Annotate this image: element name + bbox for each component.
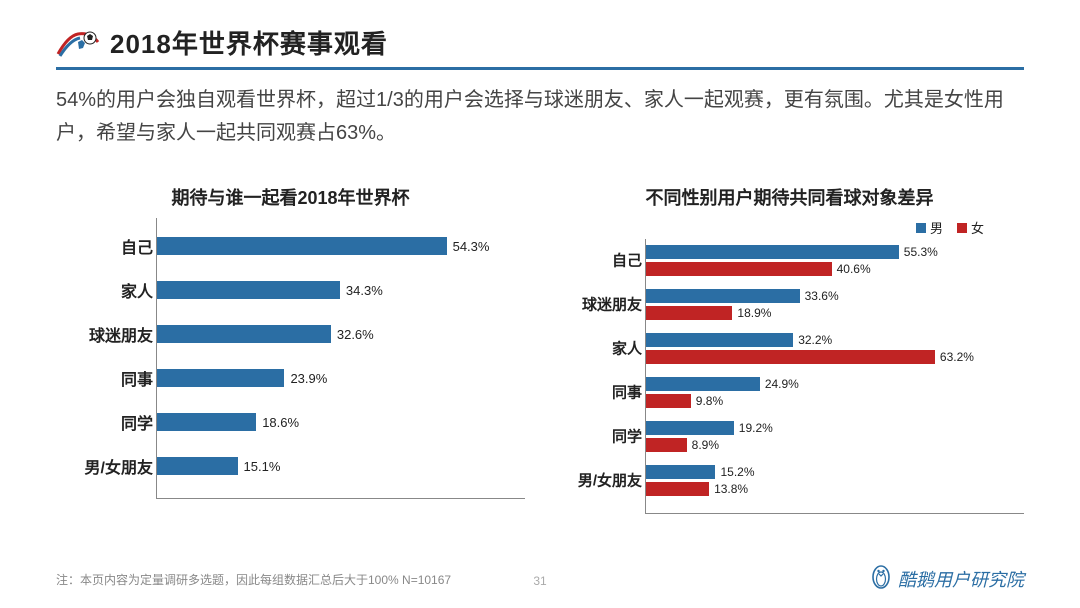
brand: 酷鹅用户研究院: [870, 563, 1024, 594]
chart1-row: 家人34.3%: [157, 268, 525, 312]
chart1-value: 23.9%: [290, 371, 327, 386]
chart1-value: 54.3%: [453, 239, 490, 254]
chart1-row: 同事23.9%: [157, 356, 525, 400]
chart2-bar-row: 32.2%: [646, 331, 1024, 348]
chart2-value: 32.2%: [798, 333, 832, 347]
chart2-category: 同事: [556, 382, 642, 403]
chart2-value: 8.9%: [692, 438, 719, 452]
chart2-bar-row: 13.8%: [646, 480, 1024, 497]
chart2-bar-female: [646, 262, 832, 276]
chart2-bar-male: [646, 245, 899, 259]
chart1-category: 球迷朋友: [57, 322, 153, 346]
chart2-group: 球迷朋友33.6%18.9%: [646, 287, 1024, 321]
chart2-bar-female: [646, 350, 935, 364]
header: 2018年世界杯赛事观看: [56, 24, 1024, 70]
chart2-bar-female: [646, 482, 709, 496]
chart2-bar-row: 63.2%: [646, 348, 1024, 365]
chart1-category: 家人: [57, 278, 153, 302]
chart2-group: 家人32.2%63.2%: [646, 331, 1024, 365]
chart2-group: 同事24.9%9.8%: [646, 375, 1024, 409]
chart2-bar-row: 8.9%: [646, 436, 1024, 453]
penguin-icon: [870, 563, 892, 594]
chart1-title: 期待与谁一起看2018年世界杯: [56, 184, 525, 210]
chart2-bar-male: [646, 465, 715, 479]
chart2-group: 自己55.3%40.6%: [646, 243, 1024, 277]
chart2-value: 55.3%: [904, 245, 938, 259]
chart2-value: 40.6%: [837, 262, 871, 276]
chart1-row: 同学18.6%: [157, 400, 525, 444]
chart1-category: 自己: [57, 234, 153, 258]
slide: 2018年世界杯赛事观看 54%的用户会独自观看世界杯，超过1/3的用户会选择与…: [0, 0, 1080, 608]
chart1-value: 18.6%: [262, 415, 299, 430]
chart1-category: 同事: [57, 366, 153, 390]
chart1-bar: [157, 369, 284, 387]
legend-female: 女: [957, 218, 984, 237]
chart1-value: 32.6%: [337, 327, 374, 342]
chart1-row: 自己54.3%: [157, 224, 525, 268]
chart2-value: 18.9%: [737, 306, 771, 320]
page-number: 31: [533, 574, 546, 588]
chart2-bar-row: 15.2%: [646, 463, 1024, 480]
chart2-bar-female: [646, 438, 687, 452]
chart2-title: 不同性别用户期待共同看球对象差异: [555, 184, 1024, 210]
chart2-category: 同学: [556, 426, 642, 447]
chart2-bar-row: 19.2%: [646, 419, 1024, 436]
page-title: 2018年世界杯赛事观看: [110, 24, 388, 61]
chart2-area: 自己 55.3% 40.6% 球迷朋友 33.6% 18.9% 家人 32.2% 63.2% 同事…: [555, 239, 1024, 514]
chart2-bar-male: [646, 377, 760, 391]
chart1-category: 同学: [57, 410, 153, 434]
chart2-bar-male: [646, 333, 793, 347]
chart2-bar-female: [646, 394, 691, 408]
chart-left: 期待与谁一起看2018年世界杯 自己54.3%家人34.3%球迷朋友32.6%同…: [56, 184, 525, 514]
chart2-value: 19.2%: [739, 421, 773, 435]
soccer-logo-icon: [56, 28, 100, 58]
legend-male: 男: [916, 218, 943, 237]
chart2-category: 家人: [556, 338, 642, 359]
brand-text: 酷鹅用户研究院: [898, 566, 1024, 592]
chart1-bar: [157, 457, 238, 475]
legend-male-label: 男: [930, 218, 943, 237]
chart2-value: 13.8%: [714, 482, 748, 496]
charts-row: 期待与谁一起看2018年世界杯 自己54.3%家人34.3%球迷朋友32.6%同…: [56, 184, 1024, 514]
subtitle-text: 54%的用户会独自观看世界杯，超过1/3的用户会选择与球迷朋友、家人一起观赛，更…: [56, 84, 1024, 150]
chart2-value: 15.2%: [720, 465, 754, 479]
chart1-bar: [157, 281, 340, 299]
chart2-bar-row: 40.6%: [646, 260, 1024, 277]
footnote: 注：本页内容为定量调研多选题，因此每组数据汇总后大于100% N=10167: [56, 571, 451, 588]
chart2-bar-male: [646, 421, 734, 435]
chart-right: 不同性别用户期待共同看球对象差异 男 女 自己 55.3% 40.6% 球迷朋友 33.…: [555, 184, 1024, 514]
chart1-value: 34.3%: [346, 283, 383, 298]
chart2-legend: 男 女: [555, 218, 1024, 237]
legend-female-label: 女: [971, 218, 984, 237]
chart2-bar-female: [646, 306, 732, 320]
chart1-value: 15.1%: [244, 459, 281, 474]
chart2-bar-row: 24.9%: [646, 375, 1024, 392]
chart1-bar: [157, 237, 447, 255]
chart2-value: 33.6%: [805, 289, 839, 303]
legend-male-swatch: [916, 223, 926, 233]
chart2-value: 63.2%: [940, 350, 974, 364]
chart2-bar-row: 18.9%: [646, 304, 1024, 321]
chart2-group: 同学19.2%8.9%: [646, 419, 1024, 453]
chart1-bar: [157, 325, 331, 343]
chart2-category: 球迷朋友: [556, 294, 642, 315]
legend-female-swatch: [957, 223, 967, 233]
chart2-value: 24.9%: [765, 377, 799, 391]
chart2-bar-male: [646, 289, 800, 303]
chart2-group: 男/女朋友15.2%13.8%: [646, 463, 1024, 497]
chart1-row: 男/女朋友15.1%: [157, 444, 525, 488]
chart1-plot: 自己54.3%家人34.3%球迷朋友32.6%同事23.9%同学18.6%男/女…: [156, 218, 525, 499]
chart1-area: 自己54.3%家人34.3%球迷朋友32.6%同事23.9%同学18.6%男/女…: [56, 218, 525, 499]
chart2-bar-row: 9.8%: [646, 392, 1024, 409]
chart2-bar-row: 33.6%: [646, 287, 1024, 304]
chart1-bar: [157, 413, 256, 431]
chart1-category: 男/女朋友: [57, 454, 153, 478]
chart2-plot: 自己55.3%40.6%球迷朋友33.6%18.9%家人32.2%63.2%同事…: [645, 239, 1024, 514]
chart2-bar-row: 55.3%: [646, 243, 1024, 260]
chart2-category: 男/女朋友: [556, 470, 642, 491]
chart2-category: 自己: [556, 250, 642, 271]
chart1-row: 球迷朋友32.6%: [157, 312, 525, 356]
chart2-value: 9.8%: [696, 394, 723, 408]
